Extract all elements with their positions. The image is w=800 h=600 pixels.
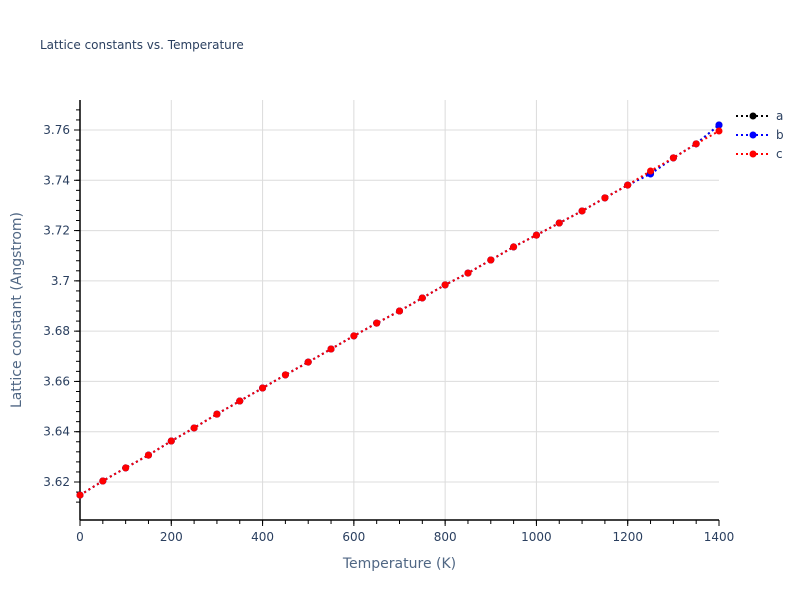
data-point[interactable]	[350, 332, 358, 340]
x-axis-title: Temperature (K)	[342, 556, 456, 572]
x-tick-label: 1200	[612, 530, 643, 544]
data-point[interactable]	[99, 477, 107, 485]
y-tick-label: 3.76	[43, 123, 70, 137]
data-point[interactable]	[669, 154, 677, 162]
data-point[interactable]	[692, 140, 700, 148]
legend-symbol-c-icon	[736, 150, 770, 157]
data-point[interactable]	[441, 281, 449, 289]
axes: 3.62 3.64 3.66 3.68 3.7 3.72 3.74 3.76 0 200 400 60…	[43, 100, 734, 544]
legend-symbol-b-icon	[736, 131, 770, 138]
data-point[interactable]	[281, 371, 289, 379]
legend-item-c[interactable]: c	[736, 144, 784, 163]
y-tick-label: 3.66	[43, 374, 70, 388]
data-point[interactable]	[122, 464, 130, 472]
x-tick-label: 1400	[704, 530, 735, 544]
data-point[interactable]	[555, 219, 563, 227]
data-point[interactable]	[532, 231, 540, 239]
data-point[interactable]	[144, 451, 152, 459]
x-tick-label: 0	[76, 530, 84, 544]
data-point[interactable]	[304, 358, 312, 366]
data-point[interactable]	[578, 207, 586, 215]
data-point[interactable]	[259, 384, 267, 392]
x-tick-label: 400	[251, 530, 274, 544]
y-tick-label: 3.7	[51, 274, 70, 288]
data-point[interactable]	[418, 294, 426, 302]
data-point[interactable]	[396, 307, 403, 315]
legend-label: c	[776, 146, 783, 161]
x-tick-label: 600	[342, 530, 365, 544]
legend-label: a	[776, 108, 784, 123]
x-tick-label: 1000	[521, 530, 552, 544]
data-point[interactable]	[510, 243, 518, 251]
data-point[interactable]	[76, 491, 84, 499]
chart-title: Lattice constants vs. Temperature	[40, 38, 244, 52]
y-tick-label: 3.72	[43, 224, 70, 238]
legend: a b c	[736, 106, 784, 163]
y-tick-label: 3.64	[43, 425, 70, 439]
data-point[interactable]	[624, 181, 632, 189]
data-point[interactable]	[715, 121, 723, 129]
data-point[interactable]	[236, 397, 244, 405]
data-point[interactable]	[373, 319, 381, 327]
data-point[interactable]	[601, 194, 609, 202]
x-tick-label: 800	[434, 530, 457, 544]
legend-symbol-a-icon	[736, 112, 770, 119]
y-tick-label: 3.62	[43, 475, 70, 489]
data-point[interactable]	[647, 167, 655, 175]
data-point[interactable]	[190, 424, 198, 432]
series-c[interactable]	[76, 127, 723, 499]
grid	[80, 100, 719, 520]
legend-item-a[interactable]: a	[736, 106, 784, 125]
legend-label: b	[776, 127, 784, 142]
data-point[interactable]	[167, 437, 175, 445]
y-axis-title: Lattice constant (Angstrom)	[9, 212, 25, 408]
data-point[interactable]	[487, 256, 495, 264]
y-tick-label: 3.74	[43, 173, 70, 187]
data-point[interactable]	[213, 410, 221, 418]
x-tick-label: 200	[160, 530, 183, 544]
y-tick-label: 3.68	[43, 324, 70, 338]
legend-item-b[interactable]: b	[736, 125, 784, 144]
data-point[interactable]	[327, 345, 335, 353]
data-point[interactable]	[464, 269, 472, 277]
data-point[interactable]	[715, 127, 723, 135]
